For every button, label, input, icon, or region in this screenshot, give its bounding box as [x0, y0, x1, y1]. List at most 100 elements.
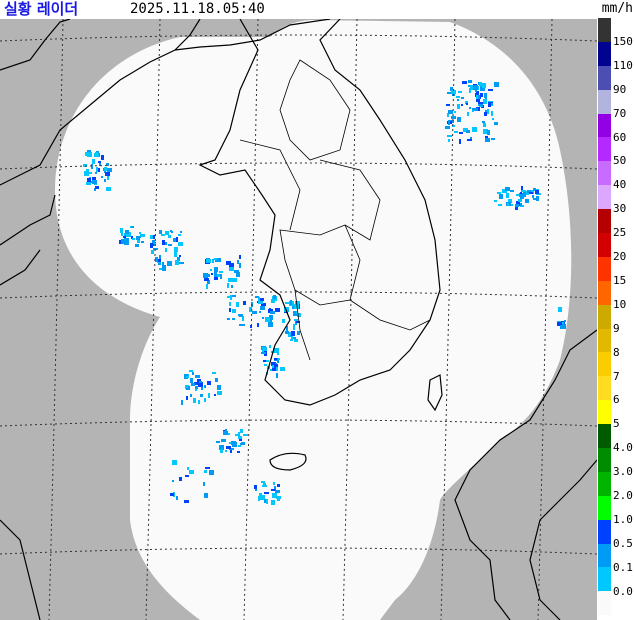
rain-echo — [227, 283, 229, 288]
rain-echo — [178, 242, 183, 246]
legend-color-bin — [598, 161, 611, 186]
rain-echo — [217, 391, 222, 395]
rain-echo — [204, 493, 208, 498]
rain-echo — [186, 388, 190, 390]
rain-echo — [87, 152, 92, 157]
rain-echo — [277, 484, 280, 487]
rain-echo — [470, 85, 473, 90]
rain-echo — [271, 362, 276, 366]
rain-echo — [204, 470, 207, 473]
rain-echo — [485, 138, 490, 142]
legend-color-bin — [598, 424, 611, 449]
rain-echo — [498, 204, 502, 206]
legend-color-bin — [598, 41, 611, 66]
rain-echo — [482, 83, 486, 88]
radar-map[interactable] — [0, 19, 597, 620]
rain-echo — [259, 493, 262, 498]
rain-echo — [204, 385, 206, 388]
rain-echo — [451, 90, 456, 94]
rain-echo — [106, 163, 109, 166]
rain-echo — [237, 260, 239, 264]
rain-echo — [240, 429, 243, 433]
rain-echo — [296, 311, 298, 314]
rain-echo — [282, 319, 285, 323]
precipitation-legend — [598, 18, 611, 616]
rain-echo — [475, 90, 477, 92]
legend-color-bin — [598, 89, 611, 114]
rain-echo — [214, 272, 217, 277]
rain-echo — [231, 285, 233, 288]
rain-echo — [205, 467, 210, 469]
rain-echo — [261, 481, 265, 483]
rain-echo — [447, 92, 452, 94]
rain-echo — [179, 262, 184, 264]
rain-echo — [210, 269, 212, 271]
rain-echo — [271, 351, 273, 353]
legend-label: 110 — [613, 58, 633, 72]
rain-echo — [194, 382, 198, 385]
longitude-line — [48, 19, 64, 620]
rain-echo — [176, 496, 178, 500]
rain-echo — [277, 497, 280, 501]
rain-echo — [104, 179, 106, 182]
legend-color-bin — [598, 543, 611, 568]
rain-echo — [126, 232, 131, 237]
rain-echo — [488, 89, 493, 91]
longitude-line — [243, 19, 259, 620]
rain-echo — [494, 200, 497, 202]
rain-echo — [465, 101, 468, 104]
rain-echo — [560, 325, 564, 329]
rain-echo — [520, 196, 524, 199]
rain-echo — [482, 121, 485, 123]
rain-echo — [87, 150, 91, 152]
legend-label: 40 — [613, 178, 627, 192]
legend-color-bin — [598, 256, 611, 281]
rain-echo — [198, 400, 200, 404]
rain-echo — [258, 301, 263, 304]
legend-label: 10 — [613, 297, 627, 311]
rain-echo — [214, 258, 218, 260]
rain-echo — [454, 111, 456, 113]
rain-echo — [161, 234, 165, 236]
rain-echo — [277, 350, 279, 355]
rain-echo — [520, 192, 522, 194]
legend-color-bin — [598, 376, 611, 401]
rain-echo — [201, 387, 203, 390]
rain-echo — [291, 336, 293, 339]
rain-echo — [236, 302, 239, 307]
rain-echo — [132, 238, 135, 240]
rain-echo — [191, 383, 195, 386]
rain-echo — [92, 180, 97, 184]
rain-echo — [190, 394, 192, 397]
rain-echo — [294, 304, 299, 309]
rain-echo — [189, 470, 194, 474]
rain-echo — [257, 323, 259, 327]
rain-echo — [293, 311, 298, 316]
rain-echo — [242, 316, 244, 321]
rain-echo — [162, 266, 166, 271]
rain-echo — [190, 378, 193, 383]
rain-echo — [217, 258, 221, 262]
rain-echo — [252, 311, 257, 314]
legend-label: 9 — [613, 321, 620, 335]
rain-echo — [276, 367, 278, 371]
rain-echo — [519, 193, 524, 197]
rain-echo — [294, 319, 298, 321]
rain-echo — [558, 307, 562, 312]
legend-label: 0.0 — [613, 584, 633, 598]
rain-echo — [105, 172, 110, 176]
rain-echo — [204, 398, 206, 402]
legend-label: 3.0 — [613, 465, 633, 479]
rain-echo — [187, 467, 189, 470]
rain-echo — [212, 372, 216, 374]
rain-echo — [195, 375, 200, 378]
rain-echo — [480, 93, 483, 97]
rain-echo — [521, 190, 526, 192]
rain-echo — [84, 171, 89, 176]
rain-echo — [97, 168, 100, 172]
rain-echo — [499, 194, 503, 199]
longitude-line — [342, 19, 358, 620]
rain-echo — [280, 367, 285, 371]
rain-echo — [472, 108, 474, 110]
rain-echo — [268, 322, 273, 327]
